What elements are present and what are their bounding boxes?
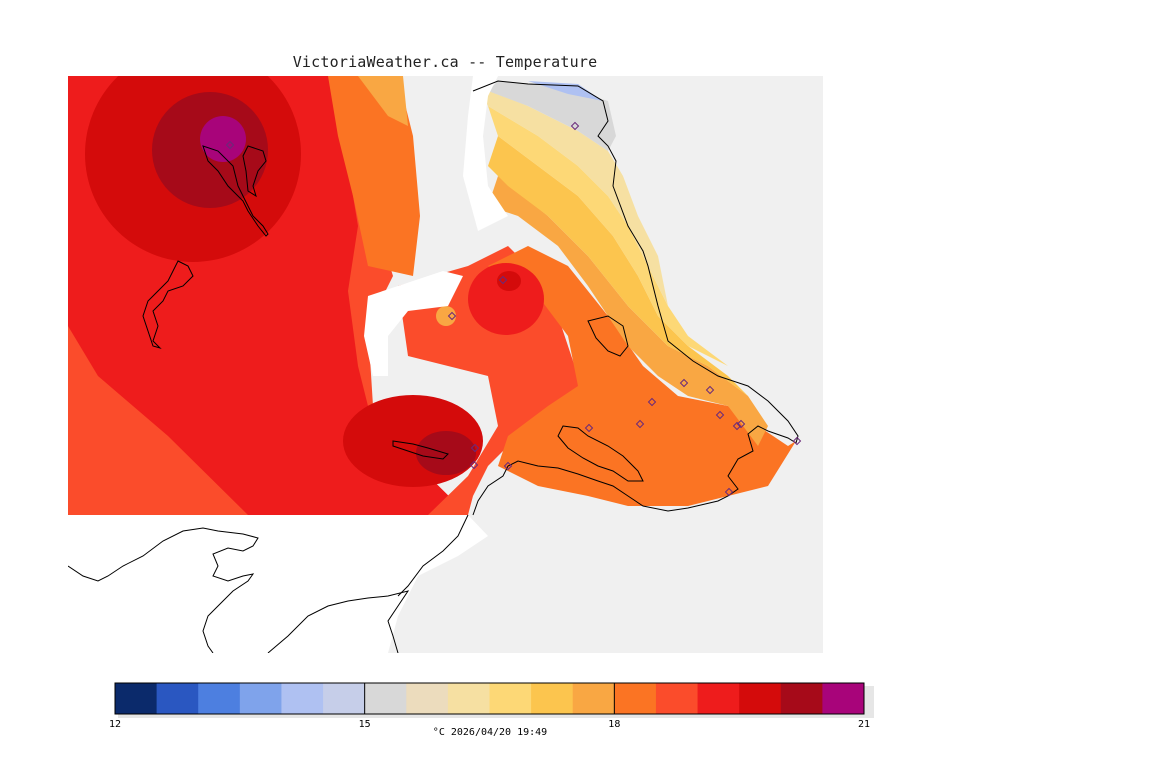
legend-swatch [489, 683, 532, 714]
coastline-islet [587, 315, 629, 357]
station-marker [469, 460, 479, 470]
inlet-saanich [364, 271, 463, 376]
station-marker [792, 436, 802, 446]
zone-cream-east [478, 86, 668, 306]
legend-frame [114, 682, 865, 715]
legend-swatch [780, 683, 823, 714]
legend-swatch [447, 683, 490, 714]
coastline-olympic [68, 527, 259, 653]
station-marker [736, 419, 746, 429]
station-markers [225, 121, 802, 497]
legend-swatch [239, 683, 282, 714]
legend-swatch [572, 683, 615, 714]
legend-swatch [198, 683, 241, 714]
legend-ticks: 12 15 18 21 [109, 683, 870, 730]
water-inlets [68, 76, 508, 653]
zone-peach-coast [358, 76, 408, 126]
map-title: VictoriaWeather.ca -- Temperature [292, 53, 598, 71]
station-marker [679, 378, 689, 388]
station-marker [724, 487, 734, 497]
legend-swatch [323, 683, 366, 714]
coastline-peninsula-west [397, 514, 469, 597]
station-marker [647, 397, 657, 407]
temperature-field [68, 76, 796, 515]
legend-swatch [739, 683, 782, 714]
coastlines [68, 80, 799, 653]
zone-orange2-east [488, 246, 796, 506]
zone-peach-east [488, 176, 768, 446]
hotspot-orange-small [436, 306, 456, 326]
temperature-map [68, 76, 823, 653]
legend-swatches [115, 683, 865, 714]
station-marker [635, 419, 645, 429]
lower-white-area [68, 515, 488, 653]
legend-swatch [822, 683, 865, 714]
station-marker [584, 423, 594, 433]
station-marker [225, 140, 235, 150]
coastline-south-island [392, 440, 449, 460]
station-marker [470, 443, 480, 453]
station-marker [705, 385, 715, 395]
inlet-north [463, 76, 508, 231]
legend-swatch [406, 683, 449, 714]
station-marker [732, 421, 742, 431]
legend-swatch [156, 683, 199, 714]
legend-swatch [364, 683, 407, 714]
station-marker [498, 275, 508, 285]
legend-swatch [281, 683, 324, 714]
hotspot-harbour-red [468, 263, 544, 335]
station-marker [447, 311, 457, 321]
station-marker [715, 410, 725, 420]
zone-blue-north [528, 81, 603, 101]
zone-grey-north [488, 81, 616, 151]
coastline-harbour [557, 425, 644, 482]
legend-swatch [697, 683, 740, 714]
coastline-east [472, 80, 799, 516]
zone-yellow-east [488, 136, 748, 396]
legend-swatch [655, 683, 699, 714]
zone-orange-coast [328, 76, 420, 276]
legend-shadow [118, 686, 874, 718]
coastline-lake-west [142, 260, 194, 350]
legend-swatch [614, 683, 657, 714]
hotspot-magenta [200, 116, 246, 162]
station-marker [570, 121, 580, 131]
zone-lightyellow-east [488, 106, 728, 366]
coastline-lake-northwest [202, 145, 269, 237]
coastline-south-shore [267, 590, 410, 653]
station-marker [503, 461, 513, 471]
legend-unit-timestamp: °C 2026/04/20 19:49 [432, 727, 548, 738]
legend-swatch [531, 683, 574, 714]
legend-swatch [115, 683, 158, 714]
